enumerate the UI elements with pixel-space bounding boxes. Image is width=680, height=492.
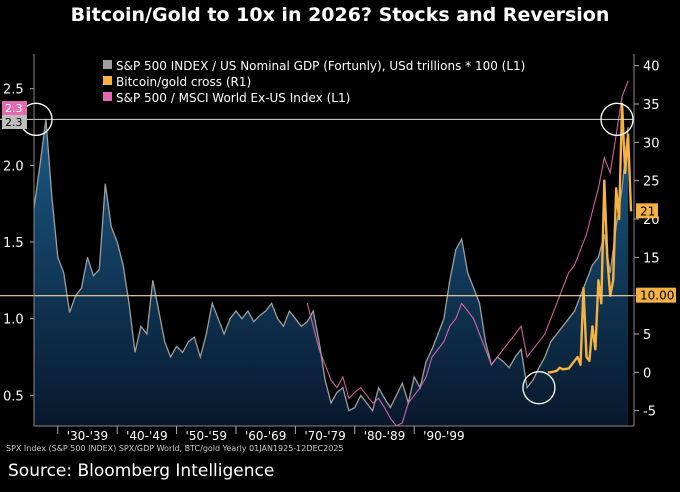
- right-tick-label: -5: [643, 405, 656, 420]
- source-caption: Source: Bloomberg Intelligence: [8, 461, 275, 481]
- x-tick-label: '30-'39: [67, 429, 108, 443]
- left-tick-label: 0.5: [3, 389, 24, 404]
- right-value-tag-21-text: 21: [640, 204, 655, 218]
- chart-title: Bitcoin/Gold to 10x in 2026? Stocks and …: [70, 4, 610, 26]
- legend-swatch: [103, 60, 112, 69]
- left-tick-label: 2.0: [3, 159, 24, 174]
- left-value-tag-bottom-text: 2.3: [5, 116, 23, 129]
- x-tick-label: '70-'79: [304, 429, 345, 443]
- left-value-tag-top-text: 2.3: [5, 102, 23, 115]
- right-tick-label: 30: [643, 136, 660, 151]
- series-lines-group: [33, 80, 633, 427]
- spx-gdp-area: [34, 119, 629, 427]
- x-tick-label: '40-'49: [126, 429, 167, 443]
- btc-gold-line: [547, 102, 633, 374]
- left-value-tag-top: [2, 101, 27, 115]
- legend-label: S&P 500 INDEX / US Nominal GDP (Fortunly…: [116, 59, 525, 73]
- highlight-circle-2009: [522, 371, 556, 405]
- x-tick-label: '90-'99: [423, 429, 464, 443]
- right-value-tag-10: [636, 287, 676, 303]
- x-tick-label: '60-'69: [245, 429, 286, 443]
- annotations-group: 2.32.3 21 10.00: [2, 101, 676, 405]
- reference-lines-group: [0, 118, 634, 297]
- spx-gdp-line: [33, 119, 629, 413]
- axes-group: 0.51.01.52.02.5-50510152025303540'30-'39…: [3, 54, 660, 443]
- left-tick-label: 1.5: [3, 236, 24, 251]
- right-tick-label: 0: [643, 366, 651, 381]
- right-value-tag-21: [636, 203, 658, 219]
- highlight-circle-2025: [600, 102, 634, 136]
- right-tick-label: 15: [643, 251, 660, 266]
- legend-swatch: [103, 92, 112, 101]
- spx-gdp-area-group: [34, 119, 629, 427]
- right-value-tag-10-text: 10.00: [640, 289, 674, 303]
- right-tick-label: 5: [643, 328, 651, 343]
- legend-swatch: [103, 76, 112, 85]
- chart: 0.51.01.52.02.5-50510152025303540'30-'39…: [0, 54, 676, 443]
- legend: S&P 500 INDEX / US Nominal GDP (Fortunly…: [103, 59, 525, 105]
- left-tick-label: 2.5: [3, 83, 24, 98]
- left-tick-label: 1.0: [3, 313, 24, 328]
- left-value-tag-bottom: [2, 115, 27, 129]
- x-tick-label: '80-'89: [364, 429, 405, 443]
- x-tick-label: '50-'59: [186, 429, 227, 443]
- chart-footnote: SPX Index (S&P 500 INDEX) SPX/GDP World,…: [6, 444, 344, 453]
- legend-label: S&P 500 / MSCI World Ex-US Index (L1): [116, 91, 350, 105]
- right-tick-label: 40: [643, 60, 660, 75]
- right-tick-label: 25: [643, 175, 660, 190]
- legend-label: Bitcoin/gold cross (R1): [116, 75, 251, 89]
- spx-world-line: [306, 80, 629, 427]
- right-tick-label: 35: [643, 98, 660, 113]
